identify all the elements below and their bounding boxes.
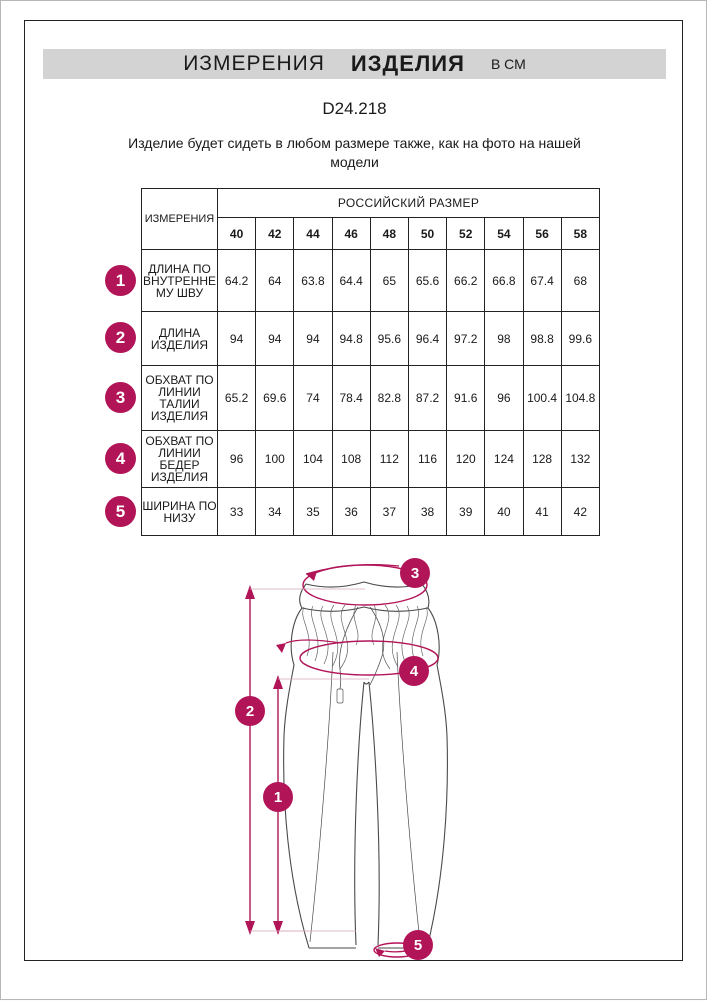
svg-text:1: 1 xyxy=(274,789,282,806)
svg-text:5: 5 xyxy=(414,937,422,954)
svg-text:4: 4 xyxy=(410,663,419,680)
svg-text:3: 3 xyxy=(411,565,419,582)
svg-text:2: 2 xyxy=(246,703,254,720)
